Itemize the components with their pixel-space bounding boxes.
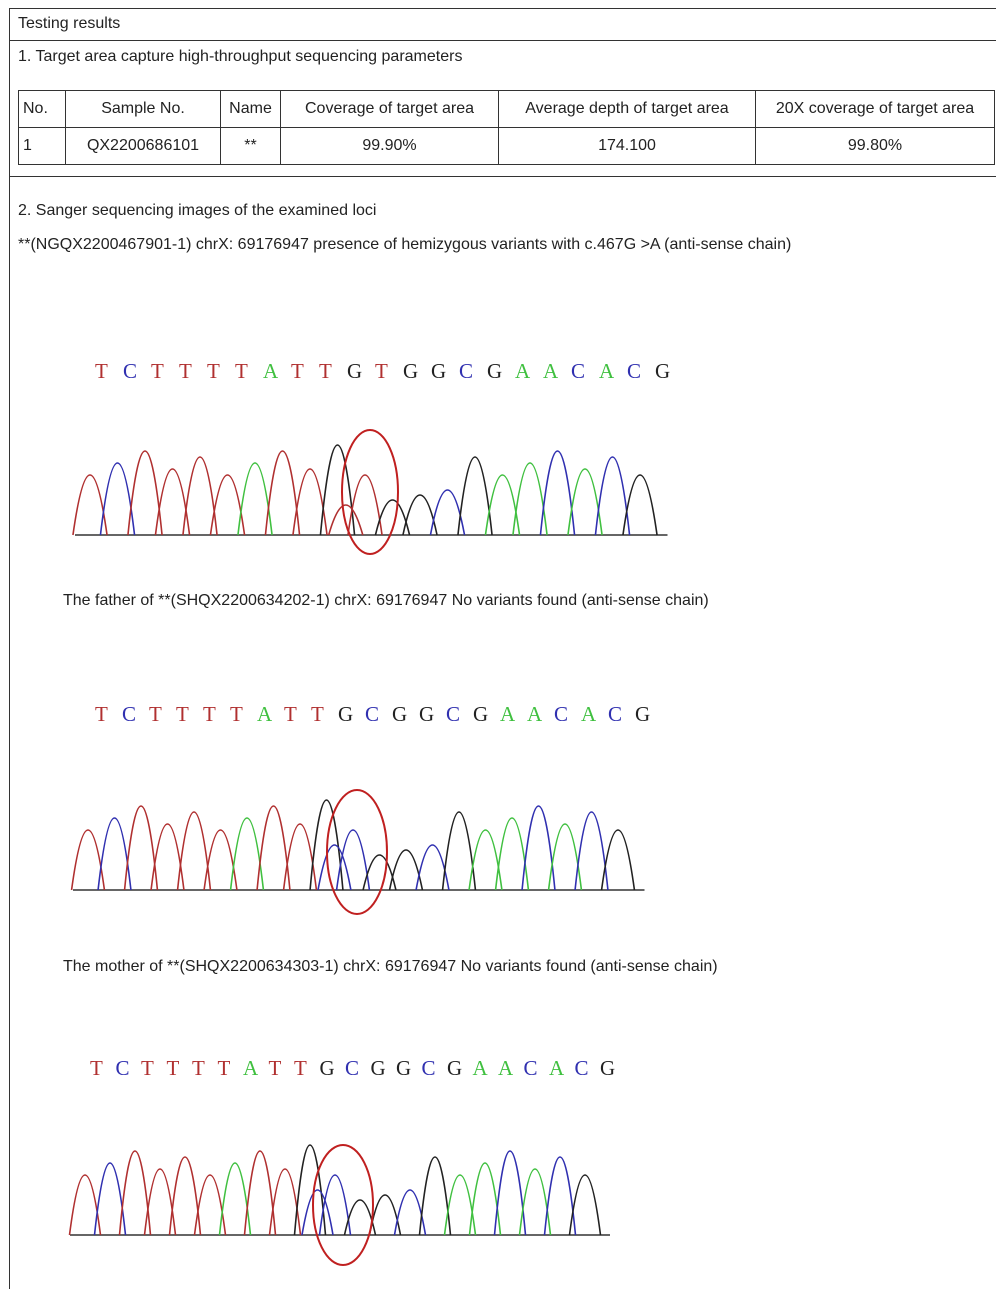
base-letter: G	[338, 702, 353, 726]
base-letter: C	[422, 1056, 436, 1080]
base-letter: A	[257, 702, 273, 726]
base-letter: C	[627, 359, 641, 383]
page: Testing results 1. Target area capture h…	[0, 0, 996, 1289]
base-letter: G	[431, 359, 446, 383]
base-letter: A	[515, 359, 531, 383]
base-letter: G	[347, 359, 362, 383]
base-letter: C	[122, 702, 136, 726]
base-letter: T	[141, 1056, 154, 1080]
base-letter: G	[655, 359, 670, 383]
peak	[318, 845, 351, 890]
base-letter: G	[396, 1056, 411, 1080]
base-letter: T	[294, 1056, 307, 1080]
base-letter: T	[207, 359, 220, 383]
base-letter: G	[600, 1056, 615, 1080]
base-letter: G	[320, 1056, 335, 1080]
base-letter: T	[95, 359, 108, 383]
base-letter: T	[311, 702, 324, 726]
base-letter: T	[149, 702, 162, 726]
base-letter: A	[500, 702, 516, 726]
base-letter: C	[554, 702, 568, 726]
figure-caption: The father of **(SHQX2200634202-1) chrX:…	[63, 592, 709, 610]
base-letter: G	[487, 359, 502, 383]
base-letter: A	[498, 1056, 514, 1080]
base-letter: A	[549, 1056, 565, 1080]
base-letter: T	[192, 1056, 205, 1080]
figure-caption: The mother of **(SHQX2200634303-1) chrX:…	[63, 958, 718, 976]
base-letter: T	[284, 702, 297, 726]
base-letter: A	[599, 359, 615, 383]
base-letter: A	[543, 359, 559, 383]
base-letter: T	[230, 702, 243, 726]
highlight-circle	[327, 790, 387, 914]
base-letter: G	[447, 1056, 462, 1080]
base-letter: G	[473, 702, 488, 726]
base-letter: A	[243, 1056, 259, 1080]
base-letter: C	[345, 1056, 359, 1080]
base-letter: T	[375, 359, 388, 383]
base-letter: T	[235, 359, 248, 383]
base-letter: G	[403, 359, 418, 383]
base-letter: T	[151, 359, 164, 383]
base-letter: G	[392, 702, 407, 726]
base-letter: C	[571, 359, 585, 383]
peak	[302, 1190, 333, 1235]
base-letter: A	[263, 359, 279, 383]
base-letter: C	[116, 1056, 130, 1080]
base-letter: G	[635, 702, 650, 726]
base-letter: C	[524, 1056, 538, 1080]
base-letter: T	[95, 702, 108, 726]
base-letter: T	[291, 359, 304, 383]
base-letter: T	[218, 1056, 231, 1080]
base-letter: C	[575, 1056, 589, 1080]
base-letter: T	[203, 702, 216, 726]
chromatograms: TCTTTTATTGTGGCGAACACGTCTTTTATTGCGGCGAACA…	[0, 0, 996, 1289]
base-letter: C	[608, 702, 622, 726]
base-letter: A	[527, 702, 543, 726]
base-letter: C	[459, 359, 473, 383]
base-letter: C	[365, 702, 379, 726]
base-letter: T	[319, 359, 332, 383]
base-letter: T	[90, 1056, 103, 1080]
base-letter: T	[167, 1056, 180, 1080]
base-letter: C	[123, 359, 137, 383]
base-letter: C	[446, 702, 460, 726]
base-letter: G	[371, 1056, 386, 1080]
base-letter: A	[581, 702, 597, 726]
figure-caption: **(NGQX2200467901-1) chrX: 69176947 pres…	[18, 236, 791, 254]
base-letter: T	[269, 1056, 282, 1080]
base-letter: T	[179, 359, 192, 383]
base-letter: A	[473, 1056, 489, 1080]
base-letter: G	[419, 702, 434, 726]
base-letter: T	[176, 702, 189, 726]
